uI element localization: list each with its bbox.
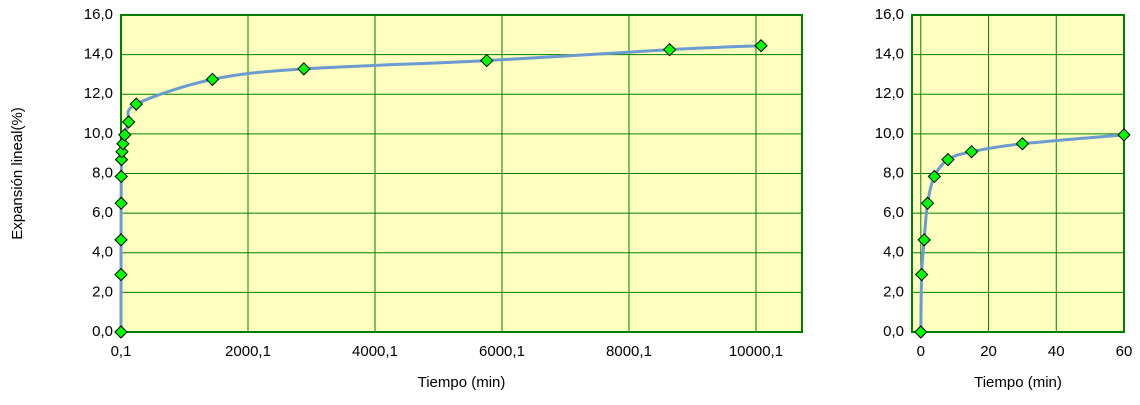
y-tick-label: 4,0 xyxy=(92,244,113,261)
y-tick-label: 6,0 xyxy=(883,204,904,221)
marker xyxy=(964,144,979,159)
marker xyxy=(1117,128,1131,142)
y-tick-label: 14,0 xyxy=(84,46,113,63)
y-tick-label: 2,0 xyxy=(883,283,904,300)
x-axis-title: Tiempo (min) xyxy=(418,374,506,391)
marker xyxy=(114,196,128,210)
marker xyxy=(297,62,311,76)
marker xyxy=(118,128,132,142)
x-tick-label: 0 xyxy=(917,343,925,360)
y-tick-label: 10,0 xyxy=(875,125,904,142)
y-tick-label: 10,0 xyxy=(84,125,113,142)
y-tick-label: 8,0 xyxy=(92,164,113,181)
y-tick-label: 12,0 xyxy=(84,85,113,102)
marker xyxy=(941,152,955,167)
x-tick-label: 10000,1 xyxy=(729,343,783,360)
marker xyxy=(1015,137,1030,151)
x-tick-label: 0,1 xyxy=(111,343,132,360)
y-tick-label: 8,0 xyxy=(883,164,904,181)
x-tick-label: 2000,1 xyxy=(225,343,271,360)
x-axis-title: Tiempo (min) xyxy=(974,374,1062,391)
y-tick-label: 16,0 xyxy=(875,6,904,23)
y-tick-label: 0,0 xyxy=(883,323,904,340)
y-axis-title: Expansión lineal(%) xyxy=(9,107,26,240)
marker xyxy=(114,169,128,184)
y-tick-label: 12,0 xyxy=(875,85,904,102)
marker xyxy=(205,72,220,87)
marker xyxy=(114,325,128,339)
x-tick-label: 20 xyxy=(980,343,997,360)
marker xyxy=(114,233,128,247)
x-tick-label: 60 xyxy=(1116,343,1133,360)
plot-border xyxy=(911,14,1125,333)
x-tick-label: 40 xyxy=(1048,343,1065,360)
marker xyxy=(754,39,768,53)
marker xyxy=(116,137,130,151)
x-tick-label: 4000,1 xyxy=(352,343,398,360)
y-tick-label: 14,0 xyxy=(875,46,904,63)
marker xyxy=(917,233,931,247)
y-tick-label: 0,0 xyxy=(92,323,113,340)
marker xyxy=(121,115,136,129)
marker xyxy=(115,144,129,159)
marker xyxy=(662,42,677,57)
marker xyxy=(480,53,494,68)
y-tick-label: 16,0 xyxy=(84,6,113,23)
marker xyxy=(114,152,129,167)
y-tick-label: 4,0 xyxy=(883,244,904,261)
marker xyxy=(114,267,128,282)
y-tick-label: 6,0 xyxy=(92,204,113,221)
marker xyxy=(914,267,929,282)
marker xyxy=(914,325,928,339)
marker xyxy=(920,196,935,210)
x-tick-label: 6000,1 xyxy=(479,343,525,360)
marker xyxy=(927,169,942,184)
x-tick-label: 8000,1 xyxy=(606,343,652,360)
marker xyxy=(129,97,143,111)
y-tick-label: 2,0 xyxy=(92,283,113,300)
